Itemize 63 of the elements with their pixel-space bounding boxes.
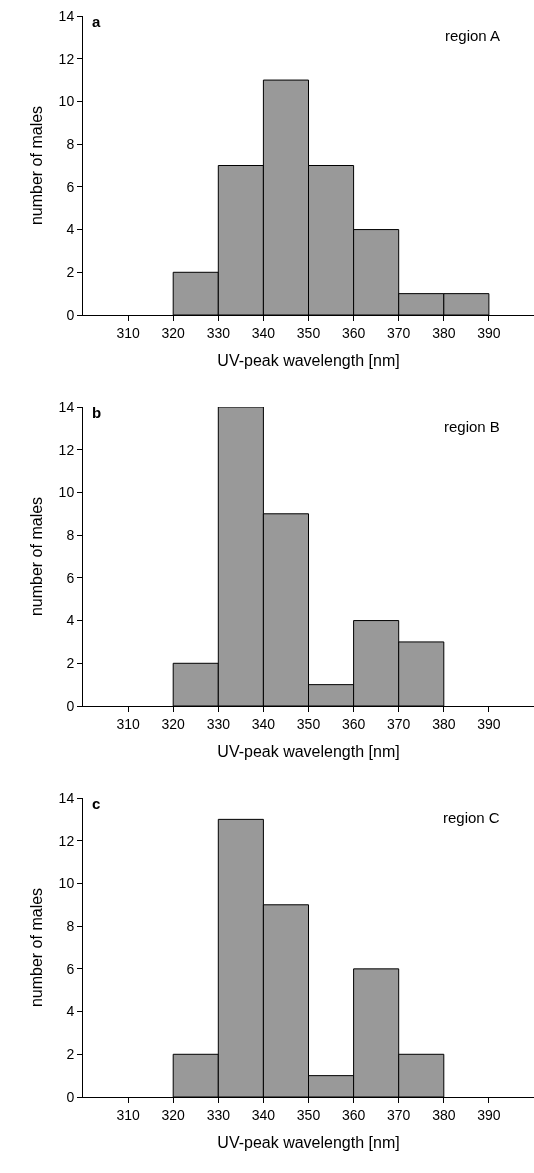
annotation: region B xyxy=(444,418,500,435)
x-tick-label: 350 xyxy=(296,715,321,732)
y-tick-label: 14 xyxy=(58,398,75,415)
chart-title: b xyxy=(92,403,102,421)
y-tick-label: 4 xyxy=(66,1003,75,1020)
x-axis-title: UV-peak wavelength [nm] xyxy=(217,352,400,370)
x-tick-label: 340 xyxy=(251,324,276,341)
y-tick-label: 12 xyxy=(58,50,75,67)
x-tick-label: 370 xyxy=(387,324,411,341)
y-tick-label: 2 xyxy=(66,264,75,281)
chart-title: a xyxy=(92,12,102,30)
y-tick-label: 10 xyxy=(58,93,75,110)
x-tick-label: 320 xyxy=(161,1106,186,1123)
annotation: region C xyxy=(443,809,500,826)
y-tick-label: 6 xyxy=(66,178,75,195)
y-tick-label: 0 xyxy=(66,697,75,714)
y-tick-label: 12 xyxy=(58,441,75,458)
y-tick-label: 6 xyxy=(66,960,75,977)
y-tick-label: 8 xyxy=(66,527,75,544)
x-tick-label: 370 xyxy=(387,1106,411,1123)
x-tick-label: 380 xyxy=(432,1106,456,1123)
y-tick-label: 2 xyxy=(66,655,75,672)
x-tick-label: 350 xyxy=(296,324,321,341)
y-tick-label: 10 xyxy=(58,875,75,892)
x-tick-label: 360 xyxy=(341,324,366,341)
y-tick-label: 8 xyxy=(66,136,75,153)
x-tick-label: 310 xyxy=(116,715,140,732)
x-tick-label: 340 xyxy=(251,715,276,732)
chart-title: c xyxy=(92,794,101,812)
x-tick-label: 330 xyxy=(206,1106,231,1123)
x-tick-label: 330 xyxy=(206,324,231,341)
y-axis-title: number of males xyxy=(27,105,45,226)
y-tick-label: 14 xyxy=(58,789,75,806)
x-tick-label: 330 xyxy=(206,715,231,732)
y-tick-label: 4 xyxy=(66,612,75,629)
x-tick-label: 390 xyxy=(477,1106,501,1123)
x-tick-label: 380 xyxy=(432,715,456,732)
y-tick-label: 12 xyxy=(58,832,75,849)
x-tick-label: 360 xyxy=(341,715,366,732)
x-tick-label: 340 xyxy=(251,1106,276,1123)
x-tick-label: 320 xyxy=(161,324,186,341)
x-tick-label: 380 xyxy=(432,324,456,341)
y-tick-label: 10 xyxy=(58,484,75,501)
y-tick-label: 4 xyxy=(66,221,75,238)
x-tick-label: 320 xyxy=(161,715,186,732)
x-tick-label: 350 xyxy=(296,1106,321,1123)
x-tick-label: 310 xyxy=(116,1106,140,1123)
y-tick-label: 2 xyxy=(66,1046,75,1063)
x-tick-label: 390 xyxy=(477,715,501,732)
x-tick-label: 370 xyxy=(387,715,411,732)
y-tick-label: 0 xyxy=(66,1088,75,1105)
y-axis-title: number of males xyxy=(27,496,45,617)
x-axis-title: UV-peak wavelength [nm] xyxy=(217,743,400,761)
x-tick-label: 390 xyxy=(477,324,501,341)
x-tick-label: 310 xyxy=(116,324,140,341)
y-tick-label: 0 xyxy=(66,306,75,323)
x-tick-label: 360 xyxy=(341,1106,366,1123)
y-tick-label: 14 xyxy=(58,7,75,24)
annotation: region A xyxy=(445,27,501,44)
y-tick-label: 8 xyxy=(66,918,75,935)
x-axis-title: UV-peak wavelength [nm] xyxy=(217,1134,400,1152)
y-tick-label: 6 xyxy=(66,569,75,586)
y-axis-title: number of males xyxy=(27,887,45,1008)
